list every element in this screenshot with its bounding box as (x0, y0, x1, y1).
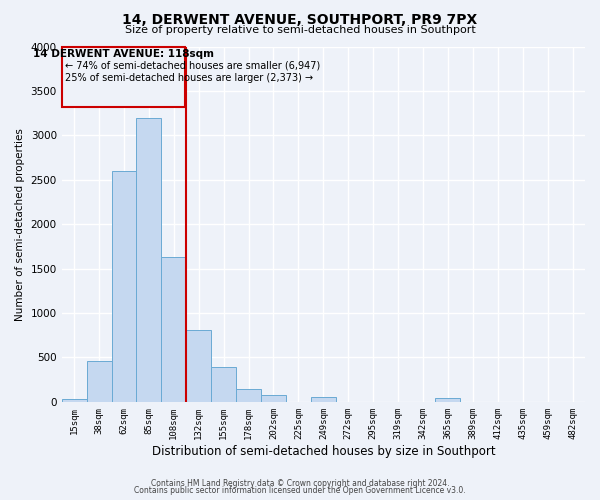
Text: Contains HM Land Registry data © Crown copyright and database right 2024.: Contains HM Land Registry data © Crown c… (151, 478, 449, 488)
Bar (112, 171, 136, 402)
Y-axis label: Number of semi-detached properties: Number of semi-detached properties (15, 128, 25, 320)
Text: Contains public sector information licensed under the Open Government Licence v3: Contains public sector information licen… (134, 486, 466, 495)
Bar (161, 257, 186, 402)
Bar (436, 398, 460, 402)
Bar (86, 361, 112, 402)
Bar (236, 388, 261, 402)
Text: 14 DERWENT AVENUE: 118sqm: 14 DERWENT AVENUE: 118sqm (33, 49, 214, 59)
Text: 25% of semi-detached houses are larger (2,373) →: 25% of semi-detached houses are larger (… (65, 73, 314, 83)
Bar (136, 118, 161, 402)
Bar (62, 399, 86, 402)
Text: Size of property relative to semi-detached houses in Southport: Size of property relative to semi-detach… (125, 25, 475, 35)
Text: 14, DERWENT AVENUE, SOUTHPORT, PR9 7PX: 14, DERWENT AVENUE, SOUTHPORT, PR9 7PX (122, 12, 478, 26)
Text: ← 74% of semi-detached houses are smaller (6,947): ← 74% of semi-detached houses are smalle… (65, 60, 320, 70)
Bar (311, 396, 336, 402)
Bar (186, 330, 211, 402)
X-axis label: Distribution of semi-detached houses by size in Southport: Distribution of semi-detached houses by … (152, 444, 495, 458)
Bar (261, 395, 286, 402)
Bar (211, 367, 236, 402)
Bar (62, 46, 185, 107)
